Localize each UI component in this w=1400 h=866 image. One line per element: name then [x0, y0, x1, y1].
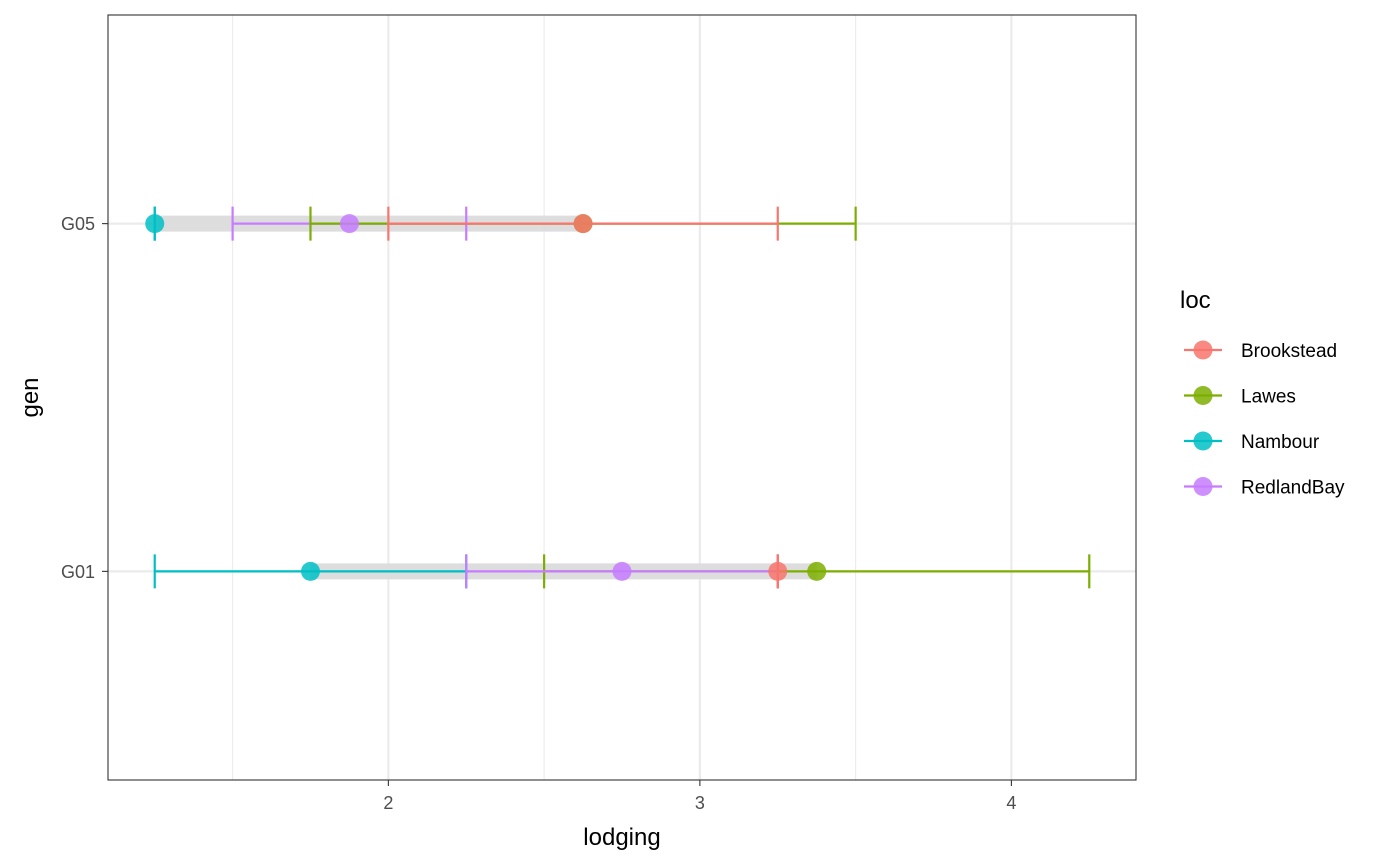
mean-points — [145, 214, 827, 581]
legend-title: loc — [1180, 287, 1211, 314]
y-axis-title: gen — [17, 377, 44, 417]
legend-label: Lawes — [1241, 387, 1296, 408]
legend-key-point — [1193, 477, 1213, 496]
legend-key-point — [1193, 386, 1213, 405]
mean-point — [573, 214, 593, 234]
x-tick-label: 3 — [695, 793, 705, 813]
legend-key-point — [1193, 431, 1213, 451]
x-tick-label: 2 — [383, 793, 393, 813]
mean-point — [339, 214, 359, 234]
x-axis-title: lodging — [583, 824, 660, 851]
legend-label: RedlandBay — [1241, 478, 1345, 499]
legend-label: Brookstead — [1241, 341, 1337, 362]
mean-point — [300, 561, 320, 581]
legend-item: Nambour — [1184, 431, 1320, 453]
x-axis: 2 3 4 — [383, 780, 1016, 813]
legend-item: Brookstead — [1184, 340, 1337, 362]
y-tick-label: G01 — [61, 562, 95, 582]
y-axis: G01 G05 — [61, 214, 108, 582]
legend-item: RedlandBay — [1184, 477, 1345, 499]
mean-point — [768, 561, 788, 581]
mean-point — [145, 214, 165, 234]
legend: loc Brookstead Lawes Nambour RedlandBay — [1180, 287, 1345, 499]
y-tick-label: G05 — [61, 214, 95, 234]
legend-item: Lawes — [1184, 386, 1296, 408]
mean-point — [807, 561, 827, 581]
legend-label: Nambour — [1241, 432, 1320, 453]
mean-point — [612, 561, 632, 581]
panel-border — [107, 14, 1137, 781]
x-tick-label: 4 — [1006, 793, 1016, 813]
legend-key-point — [1193, 340, 1213, 360]
